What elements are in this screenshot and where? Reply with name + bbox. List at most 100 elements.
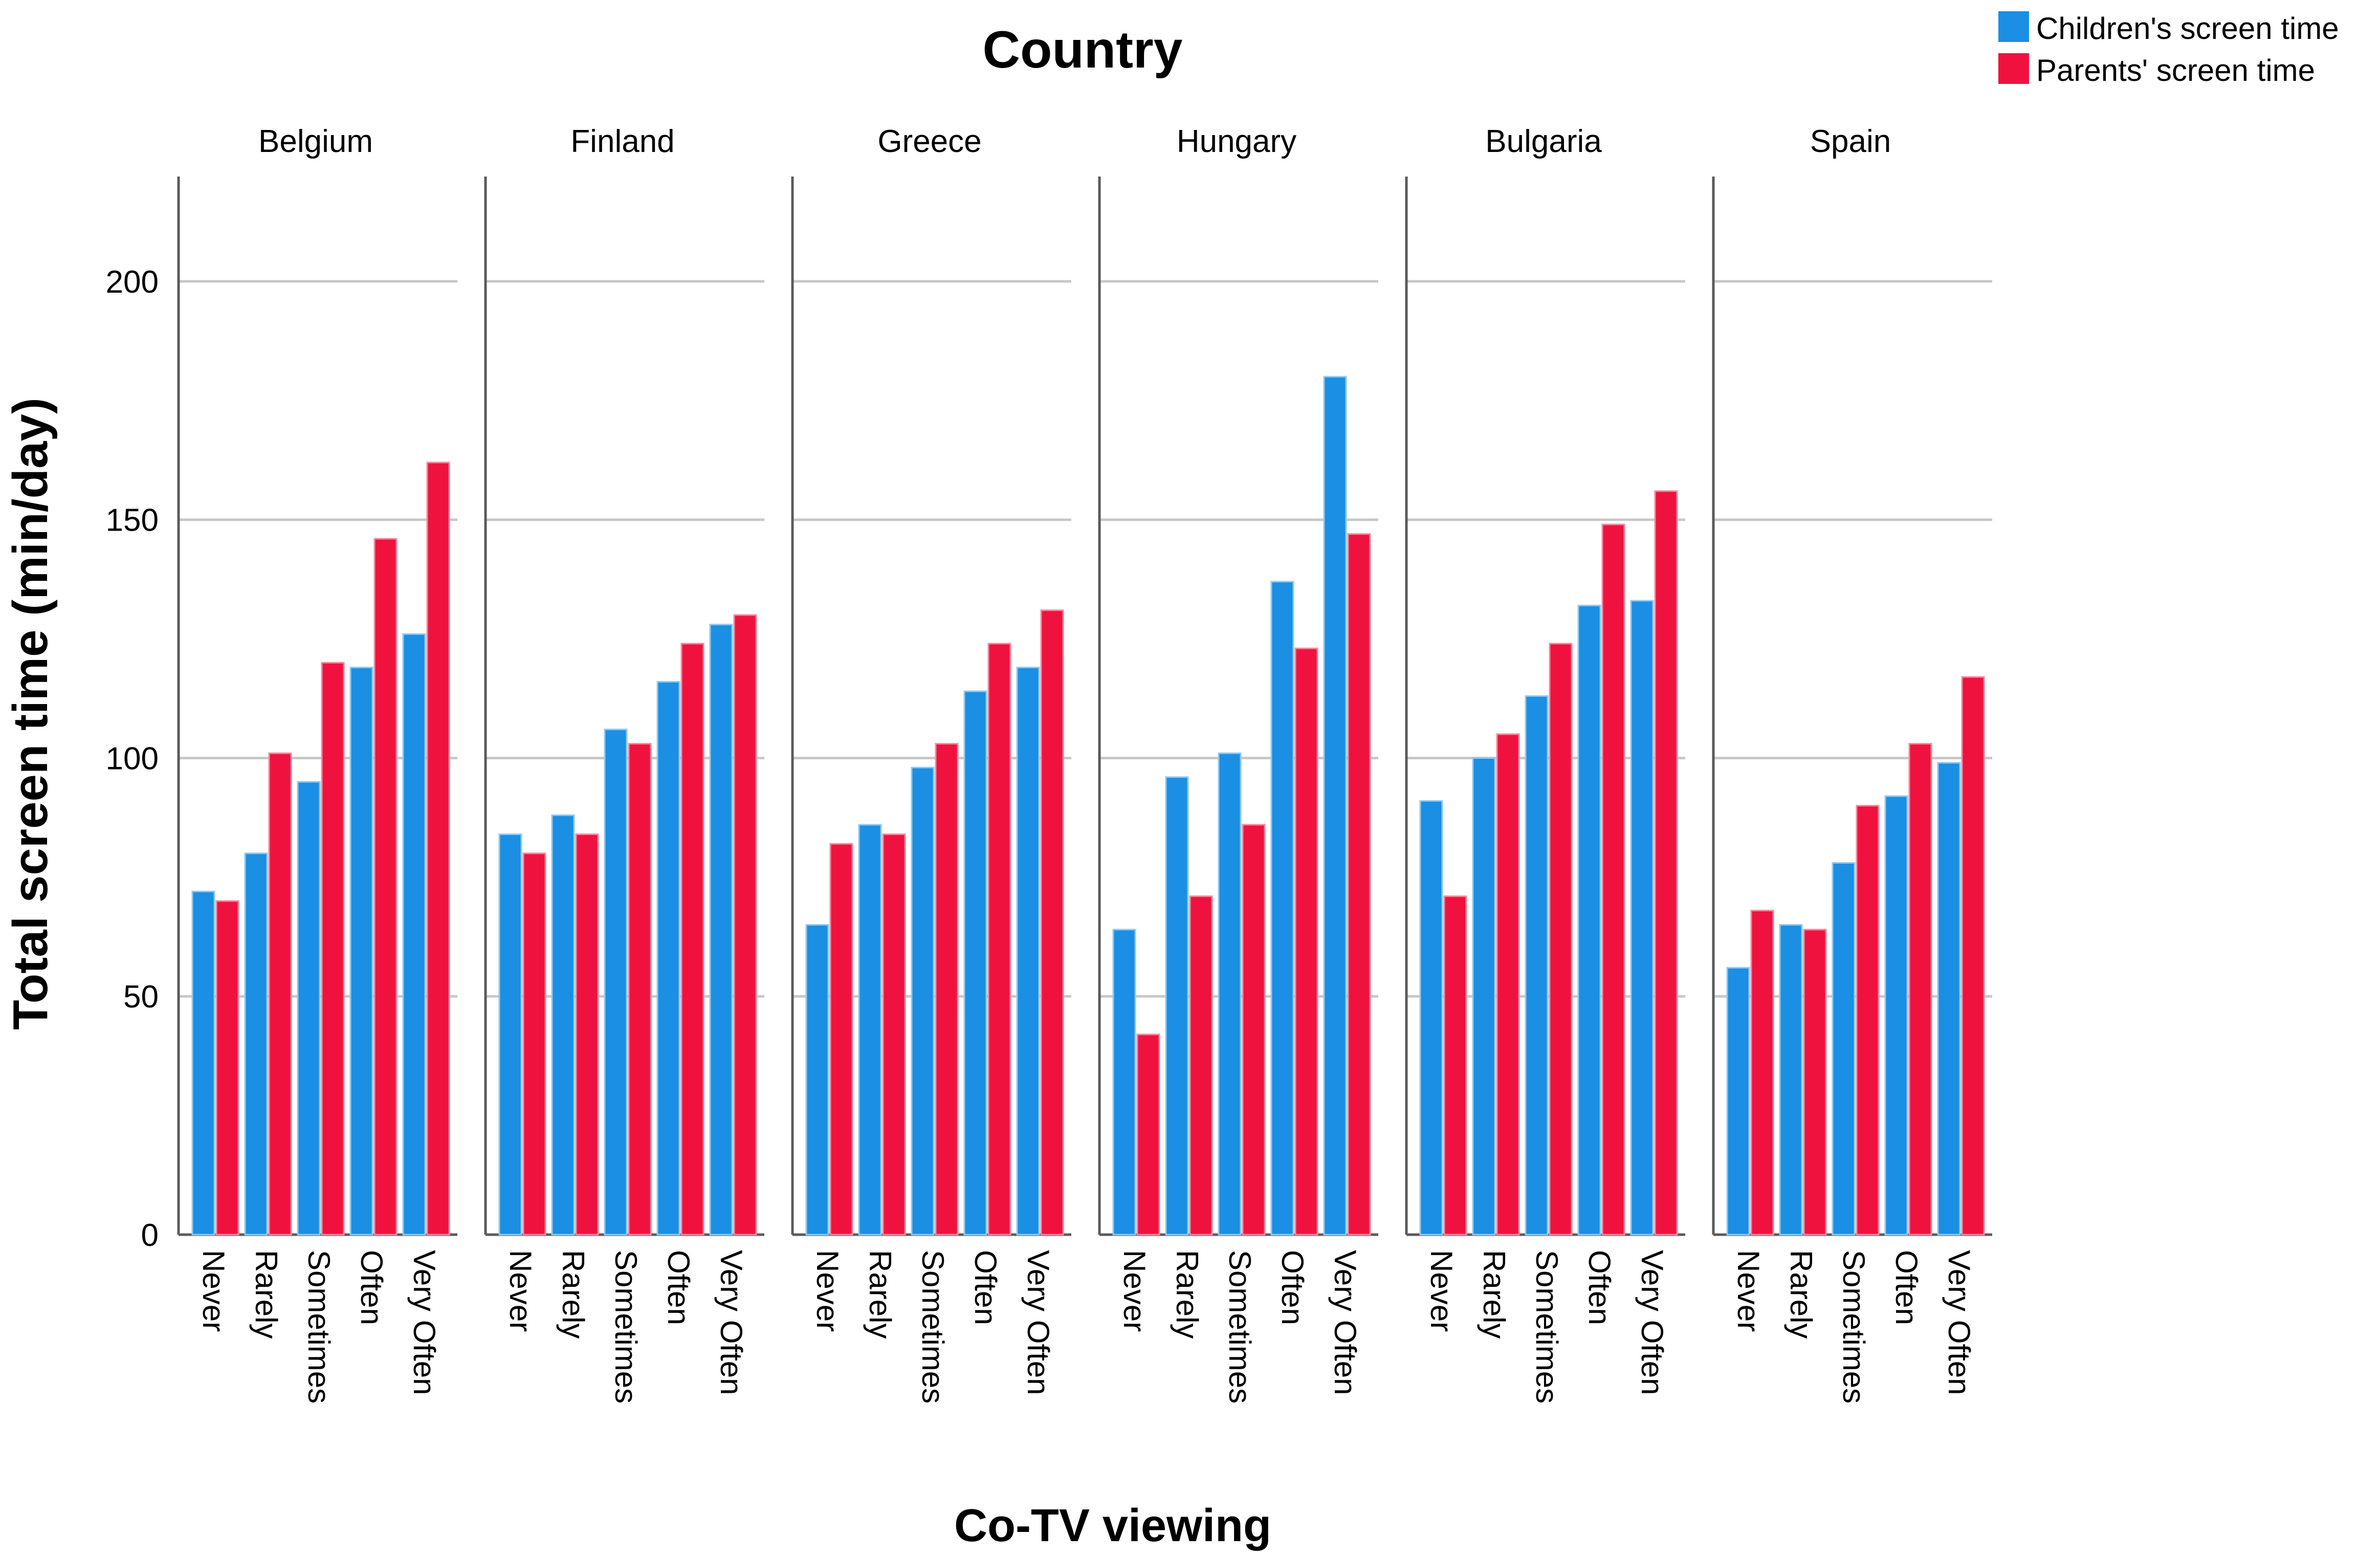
category-tick-label: Sometimes xyxy=(609,1250,643,1404)
category-tick-label: Rarely xyxy=(863,1250,897,1339)
bar-children-belgium-sometimes xyxy=(297,781,321,1236)
bar-children-bulgaria-never xyxy=(1419,800,1443,1236)
bar-parents-belgium-often xyxy=(373,538,398,1236)
bar-parents-spain-very-often xyxy=(1961,676,1985,1236)
facet-label: Hungary xyxy=(1177,124,1296,159)
category-tick-label: Often xyxy=(1275,1250,1310,1325)
bar-parents-belgium-very-often xyxy=(426,462,450,1236)
category-tick-label: Very Often xyxy=(407,1250,442,1395)
category-tick-label: Very Often xyxy=(1635,1250,1669,1395)
y-tick-label: 150 xyxy=(106,503,159,538)
category-tick-label: Never xyxy=(503,1250,538,1332)
y-axis-ticks: 0 50 100 150 200 xyxy=(106,265,159,1253)
bar-parents-bulgaria-often xyxy=(1601,523,1625,1236)
category-tick-label: Very Often xyxy=(1942,1250,1976,1395)
bar-children-spain-rarely xyxy=(1779,924,1803,1236)
bar-parents-belgium-sometimes xyxy=(321,662,345,1236)
category-tick-label: Sometimes xyxy=(302,1250,336,1404)
bar-parents-hungary-never xyxy=(1136,1034,1160,1236)
y-tick-label: 200 xyxy=(106,265,159,300)
bar-children-greece-sometimes xyxy=(911,766,935,1236)
bar-children-greece-rarely xyxy=(858,824,882,1236)
category-tick-label: Often xyxy=(968,1250,1003,1325)
category-tick-label: Rarely xyxy=(1170,1250,1204,1339)
category-tick-label: Very Often xyxy=(1328,1250,1362,1395)
category-tick-label: Often xyxy=(1582,1250,1617,1325)
bar-children-finland-sometimes xyxy=(604,729,628,1236)
bar-children-greece-very-often xyxy=(1016,666,1040,1236)
bar-parents-finland-sometimes xyxy=(628,743,652,1236)
bar-parents-finland-very-often xyxy=(733,614,757,1236)
facet-label: Finland xyxy=(570,124,674,159)
bar-children-finland-never xyxy=(498,834,522,1236)
bar-parents-bulgaria-never xyxy=(1443,895,1467,1236)
facet-panel-finland: Finland Never Rarely Sometimes Often Very Oft… xyxy=(484,124,764,1404)
y-tick-label: 100 xyxy=(106,741,159,776)
bar-children-spain-often xyxy=(1884,795,1908,1236)
legend-label-children: Children's screen time xyxy=(2036,11,2339,46)
category-tick-label: Never xyxy=(1731,1250,1766,1332)
bar-parents-greece-never xyxy=(829,843,853,1236)
bar-parents-spain-rarely xyxy=(1803,929,1827,1236)
bar-parents-belgium-never xyxy=(215,900,239,1236)
bar-children-finland-very-often xyxy=(709,624,733,1236)
chart-title: Country xyxy=(983,20,1183,79)
y-axis-label: Total screen time (min/day) xyxy=(3,398,58,1030)
facet-label: Bulgaria xyxy=(1485,124,1602,159)
bar-parents-spain-never xyxy=(1750,910,1774,1236)
category-tick-label: Rarely xyxy=(1784,1250,1818,1339)
bar-parents-bulgaria-very-often xyxy=(1654,490,1678,1236)
y-tick-label: 0 xyxy=(141,1218,159,1253)
bar-parents-greece-often xyxy=(987,643,1011,1236)
facet-panels: Belgium Never Rarely Sometimes Often Very Oft… xyxy=(177,124,1992,1404)
bar-parents-spain-often xyxy=(1908,743,1932,1236)
legend-label-parents: Parents' screen time xyxy=(2036,53,2315,87)
bar-children-belgium-never xyxy=(191,890,215,1236)
bar-children-spain-never xyxy=(1726,967,1750,1236)
bar-parents-greece-rarely xyxy=(882,834,906,1236)
bar-children-spain-very-often xyxy=(1937,762,1961,1236)
legend: Children's screen time Parents' screen t… xyxy=(1998,11,2339,87)
bar-parents-bulgaria-rarely xyxy=(1496,733,1520,1236)
category-tick-label: Never xyxy=(1117,1250,1152,1332)
facet-panel-spain: Spain Never Rarely Sometimes Often Very Often xyxy=(1712,124,1992,1404)
bar-parents-belgium-rarely xyxy=(268,752,292,1236)
bar-children-greece-never xyxy=(805,924,829,1236)
facet-label: Spain xyxy=(1810,124,1891,159)
bar-children-bulgaria-rarely xyxy=(1472,757,1496,1236)
bar-children-belgium-very-often xyxy=(402,633,426,1236)
bar-children-belgium-often xyxy=(349,666,373,1236)
bar-parents-greece-sometimes xyxy=(935,743,959,1236)
bar-children-hungary-sometimes xyxy=(1218,752,1242,1236)
bar-children-spain-sometimes xyxy=(1832,862,1856,1236)
legend-swatch-parents xyxy=(1998,53,2029,84)
category-tick-label: Sometimes xyxy=(916,1250,950,1404)
bar-children-hungary-never xyxy=(1112,929,1136,1236)
category-tick-label: Never xyxy=(1424,1250,1459,1332)
bar-children-bulgaria-often xyxy=(1577,604,1601,1236)
category-tick-label: Often xyxy=(662,1250,696,1325)
category-tick-label: Sometimes xyxy=(1530,1250,1564,1404)
category-tick-label: Very Often xyxy=(1021,1250,1055,1395)
category-tick-label: Rarely xyxy=(1477,1250,1511,1339)
category-tick-label: Often xyxy=(355,1250,389,1325)
bar-parents-spain-sometimes xyxy=(1856,805,1880,1236)
category-tick-label: Often xyxy=(1889,1250,1924,1325)
bar-parents-hungary-often xyxy=(1294,647,1318,1236)
bar-children-bulgaria-sometimes xyxy=(1525,695,1549,1236)
bar-children-belgium-rarely xyxy=(244,852,268,1236)
bar-children-bulgaria-very-often xyxy=(1630,600,1654,1236)
bar-parents-finland-often xyxy=(680,643,704,1236)
bar-parents-finland-never xyxy=(522,852,546,1236)
bar-parents-bulgaria-sometimes xyxy=(1549,643,1573,1236)
bar-children-hungary-very-often xyxy=(1323,376,1347,1236)
bar-parents-hungary-rarely xyxy=(1189,895,1213,1236)
bar-children-hungary-rarely xyxy=(1165,776,1189,1236)
facet-label: Belgium xyxy=(258,124,373,159)
bar-children-finland-rarely xyxy=(551,814,575,1236)
facet-panel-belgium: Belgium Never Rarely Sometimes Often Very Oft… xyxy=(177,124,457,1404)
category-tick-label: Very Often xyxy=(714,1250,748,1395)
bar-parents-finland-rarely xyxy=(575,834,599,1236)
